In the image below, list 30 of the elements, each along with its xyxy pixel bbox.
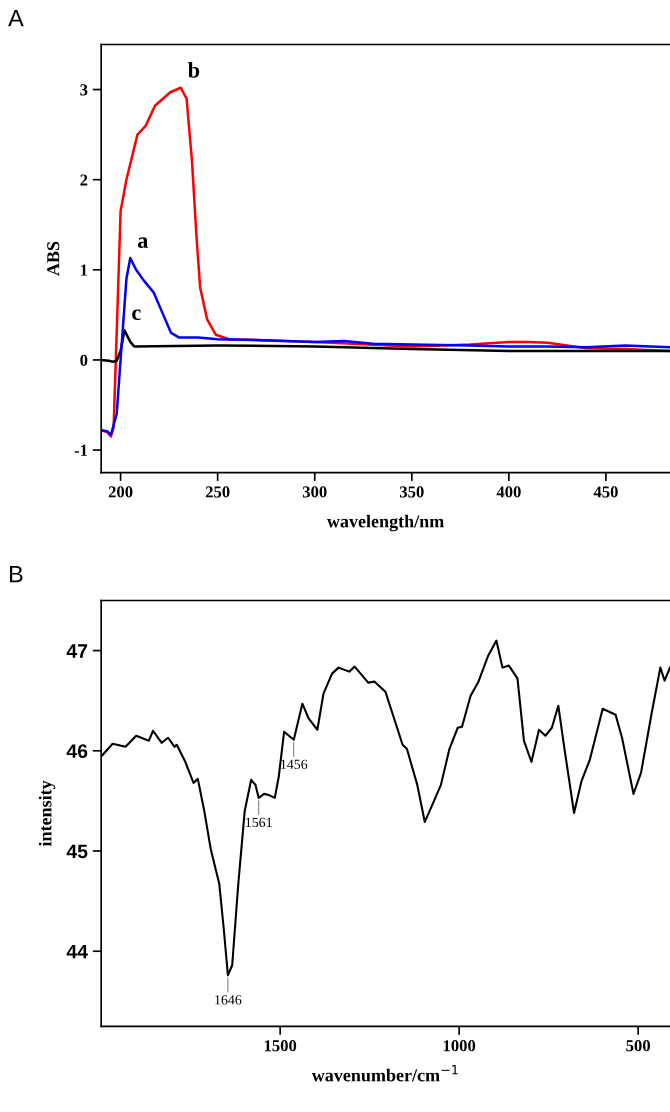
y-tick-label: 45 xyxy=(66,844,88,859)
annotation: b xyxy=(187,62,200,78)
y-tick-label: 3 xyxy=(80,84,88,96)
y-tick-label: 0 xyxy=(80,354,88,366)
annotation: 1646 xyxy=(215,995,242,1005)
annotation: a xyxy=(137,237,149,249)
x-tick-label: 350 xyxy=(399,486,424,498)
y-tick-label: 2 xyxy=(80,174,88,186)
x-axis-title: wavelength/nm xyxy=(326,514,444,532)
y-tick-label: 47 xyxy=(66,644,88,658)
x-axis-title: wavenumber/cm$^{−1}$ xyxy=(311,1065,458,1082)
y-tick-label: 44 xyxy=(66,944,88,959)
annotation: 1456 xyxy=(281,759,308,769)
annotation: c xyxy=(132,309,141,321)
x-tick-label: 1500 xyxy=(264,1040,297,1052)
y-tick-label: 46 xyxy=(66,744,88,759)
chart-title: B xyxy=(9,565,23,583)
y-axis-title: ABS xyxy=(47,241,60,276)
x-tick-label: 450 xyxy=(593,486,618,498)
y-axis-title: intensity xyxy=(38,780,56,847)
chart-title: A xyxy=(8,9,24,27)
x-tick-label: 1000 xyxy=(443,1040,476,1052)
x-tick-label: 300 xyxy=(302,486,327,498)
x-tick-label: 250 xyxy=(205,486,230,498)
x-tick-label: 200 xyxy=(108,486,133,498)
y-tick-label: -1 xyxy=(74,444,88,456)
annotation: 1561 xyxy=(246,817,272,828)
y-tick-label: 1 xyxy=(80,264,88,276)
x-tick-label: 500 xyxy=(626,1040,650,1052)
x-tick-label: 400 xyxy=(496,486,521,498)
